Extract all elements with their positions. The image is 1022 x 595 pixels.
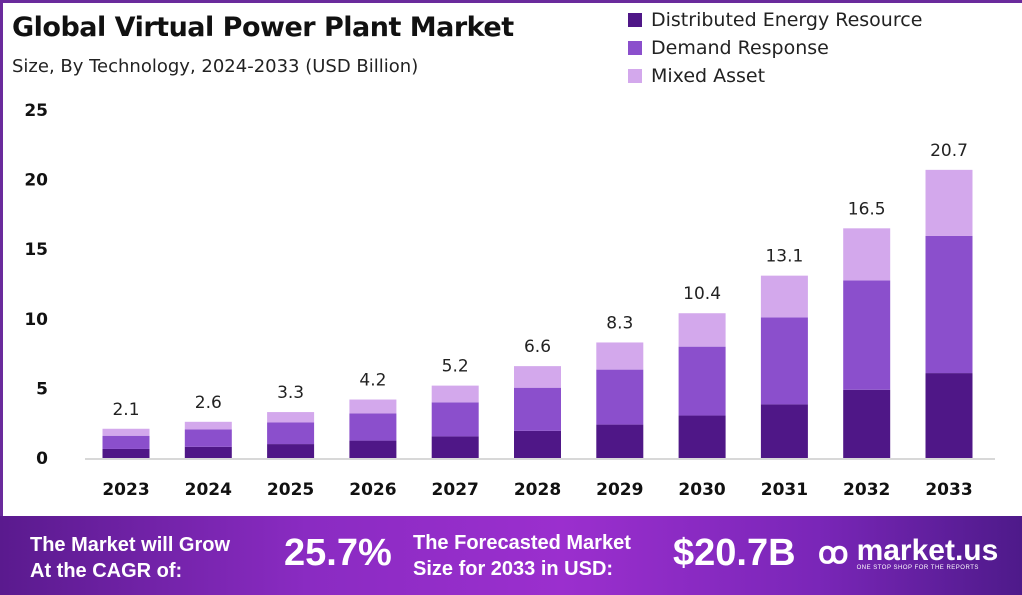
bar-segment-demand-response bbox=[596, 369, 644, 425]
bar-segment-demand-response bbox=[925, 235, 973, 374]
bar-segment-distributed-energy-resource bbox=[678, 415, 726, 458]
x-tick-label: 2031 bbox=[761, 480, 808, 500]
legend: Distributed Energy Resource Demand Respo… bbox=[628, 6, 922, 90]
bar-segment-distributed-energy-resource bbox=[102, 448, 150, 458]
bar-total-label: 2.6 bbox=[195, 393, 222, 413]
legend-swatch-mixed-asset bbox=[628, 69, 642, 83]
legend-label-der: Distributed Energy Resource bbox=[651, 9, 923, 31]
legend-item-der: Distributed Energy Resource bbox=[628, 6, 922, 34]
x-tick-label: 2025 bbox=[267, 480, 314, 500]
cagr-label-line1: The Market will Grow bbox=[30, 534, 231, 556]
bar-total-label: 20.7 bbox=[930, 141, 968, 161]
x-tick-label: 2023 bbox=[102, 480, 149, 500]
cagr-label-line2: At the CAGR of: bbox=[30, 560, 183, 582]
footer-banner: The Market will Grow At the CAGR of: 25.… bbox=[0, 516, 1022, 595]
bar-segment-mixed-asset bbox=[843, 228, 891, 281]
y-tick-label: 0 bbox=[36, 449, 48, 469]
market-us-logo-icon: ꝏ bbox=[818, 537, 849, 570]
bar-segment-distributed-energy-resource bbox=[514, 430, 561, 458]
cagr-value: 25.7% bbox=[284, 532, 392, 574]
bar-total-label: 8.3 bbox=[606, 313, 633, 333]
legend-swatch-demand-response bbox=[628, 41, 642, 55]
forecast-label-line2: Size for 2033 in USD: bbox=[413, 558, 614, 580]
chart-title: Global Virtual Power Plant Market bbox=[12, 12, 514, 43]
bar-segment-mixed-asset bbox=[349, 399, 397, 414]
bar-total-label: 10.4 bbox=[683, 284, 721, 304]
bar-segment-demand-response bbox=[843, 280, 891, 390]
bar-segment-mixed-asset bbox=[431, 385, 479, 403]
bar-segment-mixed-asset bbox=[267, 412, 315, 423]
bar-total-label: 16.5 bbox=[848, 199, 886, 219]
y-tick-label: 20 bbox=[24, 171, 48, 191]
forecast-value: $20.7B bbox=[673, 532, 796, 574]
bar-segment-mixed-asset bbox=[925, 169, 973, 236]
y-tick-label: 15 bbox=[24, 240, 48, 260]
bar-segment-distributed-energy-resource bbox=[267, 444, 315, 458]
bar-segment-mixed-asset bbox=[514, 366, 561, 388]
forecast-label: The Forecasted Market Size for 2033 in U… bbox=[413, 530, 631, 582]
bar-total-label: 3.3 bbox=[277, 383, 304, 403]
bar-chart: 05101520252.120232.620243.320254.220265.… bbox=[24, 101, 995, 500]
brand-tagline: ONE STOP SHOP FOR THE REPORTS bbox=[856, 564, 979, 571]
bar-segment-distributed-energy-resource bbox=[596, 424, 644, 458]
x-tick-label: 2024 bbox=[185, 480, 232, 500]
x-tick-label: 2026 bbox=[349, 480, 396, 500]
y-tick-label: 10 bbox=[24, 310, 48, 330]
x-tick-label: 2029 bbox=[596, 480, 643, 500]
legend-item-demand-response: Demand Response bbox=[628, 34, 922, 62]
bar-total-label: 13.1 bbox=[765, 247, 803, 267]
bar-segment-demand-response bbox=[267, 422, 315, 445]
brand-name: market.us bbox=[856, 533, 999, 567]
bar-total-label: 6.6 bbox=[524, 337, 551, 357]
bar-segment-mixed-asset bbox=[102, 428, 150, 436]
bar-segment-demand-response bbox=[678, 346, 726, 416]
legend-label-demand-response: Demand Response bbox=[651, 37, 829, 59]
y-tick-label: 25 bbox=[24, 101, 48, 121]
bar-segment-demand-response bbox=[184, 429, 232, 447]
bar-segment-demand-response bbox=[431, 402, 479, 437]
legend-label-mixed-asset: Mixed Asset bbox=[651, 65, 766, 87]
bar-segment-demand-response bbox=[514, 387, 561, 431]
legend-item-mixed-asset: Mixed Asset bbox=[628, 62, 922, 90]
bar-segment-distributed-energy-resource bbox=[760, 404, 808, 458]
bar-total-label: 2.1 bbox=[112, 400, 139, 420]
bar-segment-distributed-energy-resource bbox=[184, 446, 232, 458]
bar-segment-mixed-asset bbox=[596, 342, 644, 370]
bar-segment-distributed-energy-resource bbox=[843, 389, 891, 458]
brand-logo[interactable]: ꝏ market.us ONE STOP SHOP FOR THE REPORT… bbox=[818, 533, 999, 571]
forecast-label-line1: The Forecasted Market bbox=[413, 532, 631, 554]
bar-segment-distributed-energy-resource bbox=[925, 373, 973, 458]
bar-total-label: 5.2 bbox=[442, 357, 469, 377]
bar-segment-distributed-energy-resource bbox=[431, 436, 479, 458]
bar-total-label: 4.2 bbox=[359, 371, 386, 391]
bar-segment-demand-response bbox=[102, 435, 150, 449]
x-tick-label: 2033 bbox=[925, 480, 972, 500]
x-tick-label: 2030 bbox=[678, 480, 725, 500]
bar-segment-mixed-asset bbox=[184, 421, 232, 430]
cagr-label: The Market will Grow At the CAGR of: bbox=[30, 532, 230, 584]
bar-segment-distributed-energy-resource bbox=[349, 440, 397, 458]
bar-segment-mixed-asset bbox=[760, 275, 808, 318]
x-tick-label: 2028 bbox=[514, 480, 561, 500]
bar-segment-mixed-asset bbox=[678, 313, 726, 347]
chart-subtitle: Size, By Technology, 2024-2033 (USD Bill… bbox=[12, 56, 419, 77]
x-tick-label: 2027 bbox=[432, 480, 479, 500]
bar-segment-demand-response bbox=[760, 317, 808, 405]
y-tick-label: 5 bbox=[36, 379, 48, 399]
legend-swatch-der bbox=[628, 13, 642, 27]
x-tick-label: 2032 bbox=[843, 480, 890, 500]
bar-segment-demand-response bbox=[349, 413, 397, 441]
